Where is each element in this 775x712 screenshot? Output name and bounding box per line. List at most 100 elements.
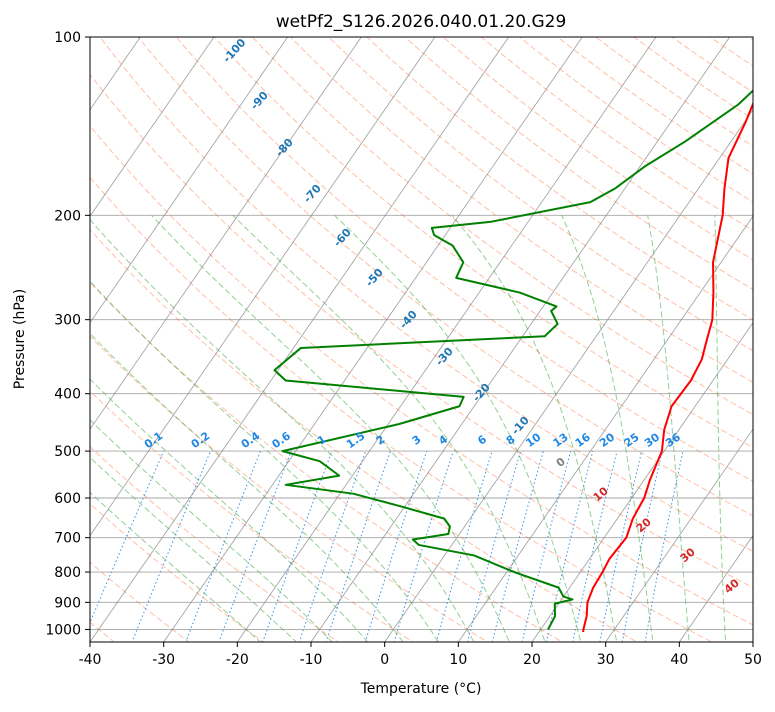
isotherm-line bbox=[752, 641, 753, 642]
y-axis-label: Pressure (hPa) bbox=[12, 289, 28, 389]
isotherm-line bbox=[90, 37, 362, 430]
moist-adiabat bbox=[90, 378, 369, 642]
mixing-ratio-label: 3 bbox=[410, 433, 424, 448]
dry-adiabat bbox=[99, 37, 753, 552]
mixing-ratio-line bbox=[621, 450, 663, 642]
dry-adiabat bbox=[252, 37, 753, 416]
isotherm-line bbox=[531, 321, 753, 642]
mixing-ratio-label: 30 bbox=[642, 430, 662, 450]
mixing-ratio-label: 36 bbox=[663, 430, 683, 450]
y-tick-label: 100 bbox=[54, 30, 81, 46]
moist-adiabat bbox=[90, 456, 298, 642]
dry-adiabat-label: -60 bbox=[331, 226, 354, 250]
dry-adiabat bbox=[366, 37, 753, 321]
x-tick-label: 30 bbox=[597, 652, 615, 668]
y-tick-label: 500 bbox=[54, 444, 81, 460]
mixing-ratio-label: 25 bbox=[622, 431, 642, 450]
isotherm-line bbox=[605, 428, 753, 642]
moist-adiabat bbox=[334, 214, 582, 642]
mixing-ratio-line bbox=[90, 450, 165, 624]
mixing-ratio-line bbox=[393, 450, 454, 642]
mixing-ratio-label: 20 bbox=[597, 430, 617, 450]
mixing-ratio-line bbox=[545, 450, 594, 642]
dry-adiabat-label: -30 bbox=[433, 345, 456, 369]
mixing-ratio-line bbox=[325, 450, 391, 642]
y-tick-label: 700 bbox=[54, 531, 81, 547]
mixing-ratio-line bbox=[572, 450, 618, 642]
dry-adiabat-label: -90 bbox=[248, 89, 271, 113]
reference-lines bbox=[90, 37, 753, 642]
dry-adiabat bbox=[748, 37, 753, 41]
isotherm-line bbox=[457, 215, 753, 642]
y-tick-label: 200 bbox=[54, 208, 81, 224]
dry-adiabat bbox=[480, 37, 753, 232]
mixing-ratio-line bbox=[131, 450, 211, 642]
moist-adiabat bbox=[647, 215, 690, 642]
mixing-ratio-label: 0.2 bbox=[189, 429, 212, 451]
dry-adiabat bbox=[90, 335, 489, 642]
dry-adiabat bbox=[404, 37, 753, 291]
isotherm-line bbox=[90, 37, 215, 217]
moist-adiabat-label: 40 bbox=[722, 576, 742, 596]
dry-adiabat bbox=[557, 37, 753, 175]
x-tick-label: 20 bbox=[523, 652, 541, 668]
dry-adiabat bbox=[519, 37, 753, 203]
dry-adiabat-label: -100 bbox=[220, 36, 248, 65]
dewpoint-profile bbox=[273, 89, 753, 630]
isotherm-line bbox=[90, 37, 436, 537]
x-tick-label: 50 bbox=[744, 652, 762, 668]
mixing-ratio-label: 0.6 bbox=[270, 429, 294, 451]
x-tick-label: 40 bbox=[670, 652, 688, 668]
moist-adiabat bbox=[714, 215, 727, 642]
moist-adiabat bbox=[151, 214, 510, 642]
dry-adiabat bbox=[90, 390, 414, 642]
dry-adiabat-label: -40 bbox=[397, 308, 420, 332]
dry-adiabat bbox=[328, 37, 753, 352]
y-tick-label: 1000 bbox=[45, 622, 81, 638]
moist-adiabat bbox=[232, 214, 546, 642]
y-tick-label: 400 bbox=[54, 387, 81, 403]
mixing-ratio-label: 13 bbox=[551, 431, 571, 450]
isotherm-line bbox=[236, 37, 657, 642]
moist-adiabat bbox=[90, 491, 261, 642]
dry-adiabat bbox=[442, 37, 753, 261]
plot-frame bbox=[89, 36, 754, 643]
mixing-ratio-line bbox=[644, 450, 684, 642]
dry-adiabat bbox=[213, 37, 753, 449]
chart-title: wetPf2_S126.2026.040.01.20.G29 bbox=[276, 12, 567, 32]
y-tick-label: 300 bbox=[54, 313, 81, 329]
mixing-ratio-line bbox=[521, 450, 572, 642]
dry-adiabat bbox=[175, 37, 753, 482]
mixing-ratio-line bbox=[491, 450, 544, 642]
mixing-ratio-label: 0.4 bbox=[239, 429, 263, 451]
dry-adiabat bbox=[137, 37, 753, 517]
isotherm-line bbox=[90, 37, 510, 642]
dry-adiabat bbox=[90, 446, 340, 642]
x-axis-label: Temperature (°C) bbox=[360, 681, 482, 697]
dry-adiabat bbox=[90, 176, 713, 642]
reference-line-labels: 0.1 0.2 0.4 0.6 1 1.5 2 3 4 6 8 10 13 16 20 25 30 36-100-… bbox=[142, 36, 742, 596]
moist-adiabat bbox=[90, 280, 440, 642]
moist-adiabat bbox=[90, 419, 333, 642]
y-tick-label: 900 bbox=[54, 595, 81, 611]
isotherm-line bbox=[678, 534, 753, 642]
moist-adiabat bbox=[90, 218, 475, 642]
temperature-profile bbox=[582, 101, 753, 633]
mixing-ratio-line bbox=[466, 450, 522, 642]
x-tick-label: -10 bbox=[300, 652, 323, 668]
mixing-ratio-line bbox=[185, 450, 261, 642]
dry-adiabat-label: -50 bbox=[363, 266, 386, 290]
x-tick-label: 10 bbox=[449, 652, 467, 668]
x-tick-label: -20 bbox=[226, 652, 249, 668]
mixing-ratio-label: 6 bbox=[475, 433, 489, 448]
dry-adiabat-label: -80 bbox=[273, 136, 296, 160]
isotherm-line bbox=[310, 37, 731, 642]
x-tick-label: 0 bbox=[380, 652, 389, 668]
y-tick-label: 800 bbox=[54, 565, 81, 581]
isotherm-line bbox=[384, 108, 753, 642]
moist-adiabat-label: 10 bbox=[591, 484, 611, 504]
dry-adiabat bbox=[90, 561, 190, 642]
mixing-ratio-line bbox=[262, 450, 333, 642]
